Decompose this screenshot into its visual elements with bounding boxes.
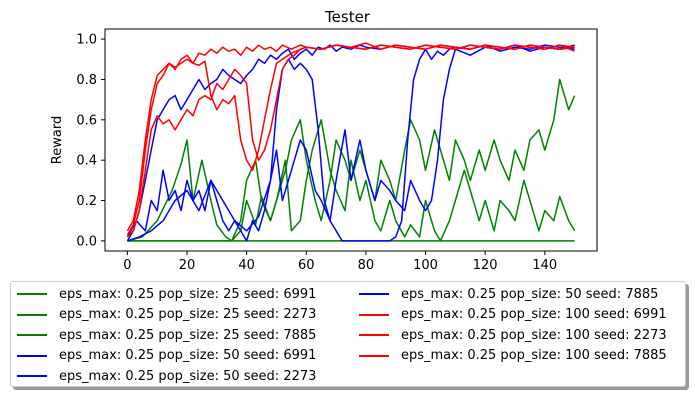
legend-swatch — [359, 354, 389, 357]
legend-column-right: eps_max: 0.25 pop_size: 50 seed: 7885 eps… — [357, 284, 667, 366]
y-tick-label: 1.0 — [76, 33, 97, 48]
legend-label: eps_max: 0.25 pop_size: 50 seed: 2273 — [59, 368, 317, 384]
legend-label: eps_max: 0.25 pop_size: 50 seed: 7885 — [401, 286, 659, 302]
legend-swatch — [17, 334, 47, 337]
legend-swatch — [359, 293, 389, 296]
legend-item: eps_max: 0.25 pop_size: 25 seed: 2273 — [15, 305, 316, 326]
reward-line-chart: Tester 0 20 40 60 80 100 120 140 0.00.20.40.60.… — [50, 8, 598, 273]
x-tick-label: 100 — [413, 258, 438, 273]
legend-swatch — [17, 293, 47, 296]
x-axis: 0 20 40 60 80 100 120 140 — [123, 251, 557, 273]
legend-swatch — [359, 313, 389, 316]
legend-label: eps_max: 0.25 pop_size: 100 seed: 2273 — [401, 327, 667, 343]
x-tick-label: 40 — [238, 258, 255, 273]
x-tick-label: 0 — [123, 258, 131, 273]
y-tick-label: 0.6 — [76, 113, 97, 128]
series-line-3 — [126, 44, 575, 242]
legend-label: eps_max: 0.25 pop_size: 50 seed: 6991 — [59, 348, 317, 364]
x-tick-label: 120 — [473, 258, 498, 273]
series-line-8 — [126, 44, 575, 232]
legend-swatch — [17, 375, 47, 378]
legend-swatch — [17, 313, 47, 316]
legend-label: eps_max: 0.25 pop_size: 25 seed: 2273 — [59, 307, 317, 323]
plot-area — [126, 42, 576, 242]
legend-swatch — [359, 334, 389, 337]
legend-item: eps_max: 0.25 pop_size: 50 seed: 7885 — [357, 284, 667, 305]
y-axis: 0.0 0.2 0.4 0.6 0.8 1.0 — [76, 33, 105, 249]
legend-label: eps_max: 0.25 pop_size: 25 seed: 7885 — [59, 327, 317, 343]
series-line-1 — [127, 119, 576, 242]
x-tick-label: 80 — [358, 258, 375, 273]
y-tick-label: 0.0 — [76, 234, 97, 249]
legend: eps_max: 0.25 pop_size: 25 seed: 6991 eps… — [10, 281, 686, 387]
legend-swatch — [17, 354, 47, 357]
legend-item: eps_max: 0.25 pop_size: 100 seed: 6991 — [357, 305, 667, 326]
legend-column-left: eps_max: 0.25 pop_size: 25 seed: 6991 eps… — [15, 284, 316, 387]
legend-item: eps_max: 0.25 pop_size: 100 seed: 2273 — [357, 325, 667, 346]
series-line-6 — [126, 42, 575, 236]
chart-title: Tester — [324, 8, 371, 26]
legend-item: eps_max: 0.25 pop_size: 25 seed: 6991 — [15, 284, 316, 305]
y-tick-label: 0.4 — [76, 154, 97, 169]
x-tick-label: 60 — [298, 258, 315, 273]
legend-label: eps_max: 0.25 pop_size: 100 seed: 7885 — [401, 348, 667, 364]
series-line-5 — [127, 44, 575, 242]
legend-item: eps_max: 0.25 pop_size: 25 seed: 7885 — [15, 325, 316, 346]
y-axis-label: Reward — [50, 116, 65, 164]
y-tick-label: 0.8 — [76, 73, 97, 88]
legend-item: eps_max: 0.25 pop_size: 50 seed: 6991 — [15, 346, 316, 367]
y-tick-label: 0.2 — [76, 194, 97, 209]
legend-label: eps_max: 0.25 pop_size: 100 seed: 6991 — [401, 307, 667, 323]
series-line-4 — [126, 44, 575, 242]
legend-item: eps_max: 0.25 pop_size: 100 seed: 7885 — [357, 346, 667, 367]
legend-label: eps_max: 0.25 pop_size: 25 seed: 6991 — [59, 286, 317, 302]
series-line-2 — [127, 78, 576, 242]
plot-frame — [104, 28, 598, 252]
legend-item: eps_max: 0.25 pop_size: 50 seed: 2273 — [15, 366, 316, 387]
x-tick-label: 140 — [532, 258, 557, 273]
x-tick-label: 20 — [179, 258, 196, 273]
